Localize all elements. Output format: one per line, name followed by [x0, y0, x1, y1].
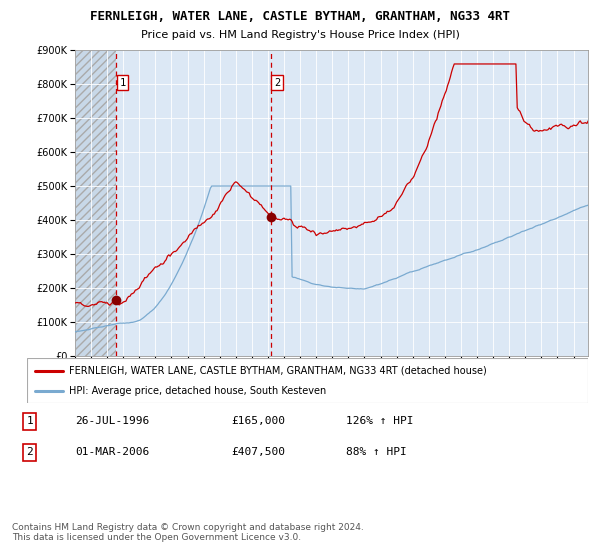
Text: 2: 2 [26, 447, 33, 457]
Text: £165,000: £165,000 [231, 417, 285, 426]
Text: FERNLEIGH, WATER LANE, CASTLE BYTHAM, GRANTHAM, NG33 4RT (detached house): FERNLEIGH, WATER LANE, CASTLE BYTHAM, GR… [69, 366, 487, 376]
Text: 01-MAR-2006: 01-MAR-2006 [76, 447, 149, 457]
Text: £407,500: £407,500 [231, 447, 285, 457]
Text: 88% ↑ HPI: 88% ↑ HPI [346, 447, 407, 457]
Text: 2: 2 [274, 77, 280, 87]
Text: 1: 1 [119, 77, 126, 87]
Bar [75, 50, 116, 356]
Text: FERNLEIGH, WATER LANE, CASTLE BYTHAM, GRANTHAM, NG33 4RT: FERNLEIGH, WATER LANE, CASTLE BYTHAM, GR… [90, 10, 510, 23]
Text: 26-JUL-1996: 26-JUL-1996 [76, 417, 149, 426]
Text: Price paid vs. HM Land Registry's House Price Index (HPI): Price paid vs. HM Land Registry's House … [140, 30, 460, 40]
Text: HPI: Average price, detached house, South Kesteven: HPI: Average price, detached house, Sout… [69, 386, 326, 396]
Text: Contains HM Land Registry data © Crown copyright and database right 2024.
This d: Contains HM Land Registry data © Crown c… [12, 523, 364, 542]
Text: 1: 1 [26, 417, 33, 426]
Text: 126% ↑ HPI: 126% ↑ HPI [346, 417, 413, 426]
